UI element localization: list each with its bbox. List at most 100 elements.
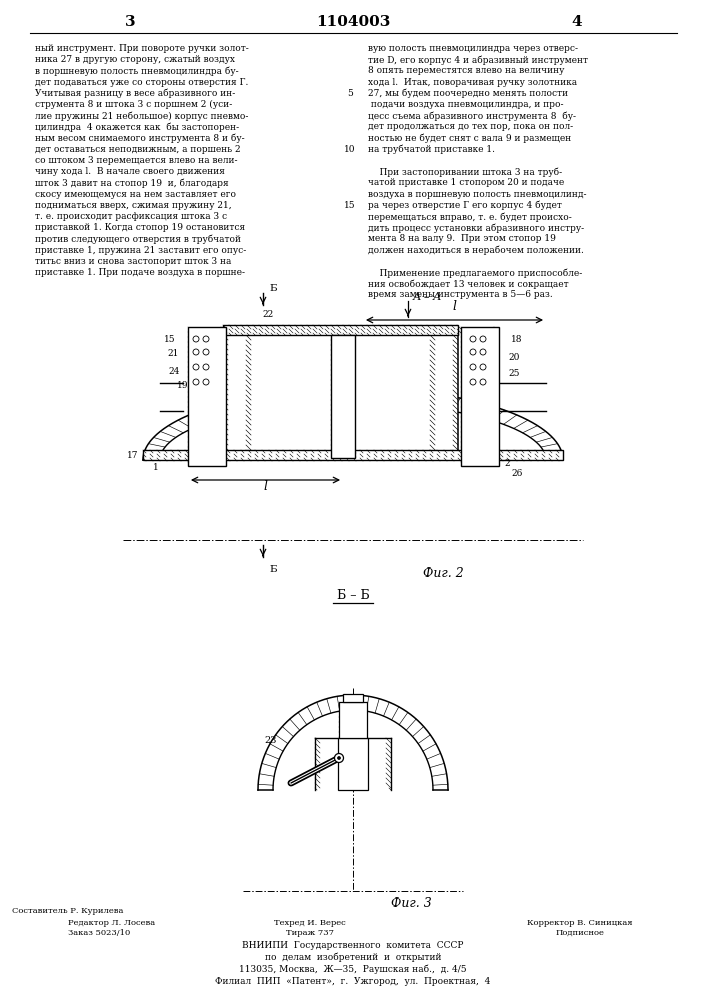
Circle shape bbox=[193, 336, 199, 342]
Bar bbox=[343, 694, 363, 702]
Text: приставке 1, пружина 21 заставит его опус-: приставке 1, пружина 21 заставит его опу… bbox=[35, 246, 246, 255]
Bar bbox=[331, 335, 355, 458]
Text: ния освобождает 13 человек и сокращает: ния освобождает 13 человек и сокращает bbox=[368, 279, 568, 289]
Text: приставке 1. При подаче воздуха в поршне-: приставке 1. При подаче воздуха в поршне… bbox=[35, 268, 245, 277]
Text: ностью не будет снят с вала 9 и размещен: ностью не будет снят с вала 9 и размещен bbox=[368, 134, 571, 143]
Text: 8 опять переместятся влево на величину: 8 опять переместятся влево на величину bbox=[368, 66, 564, 75]
Text: 5: 5 bbox=[347, 89, 353, 98]
Bar bbox=[143, 450, 563, 460]
Text: Заказ 5023/10: Заказ 5023/10 bbox=[68, 929, 130, 937]
Text: подниматься вверх, сжимая пружину 21,: подниматься вверх, сжимая пружину 21, bbox=[35, 201, 232, 210]
Text: 15: 15 bbox=[344, 201, 356, 210]
Text: ным весом снимаемого инструмента 8 и бу-: ным весом снимаемого инструмента 8 и бу- bbox=[35, 134, 245, 143]
Text: Тираж 737: Тираж 737 bbox=[286, 929, 334, 937]
Text: вую полость пневмоцилиндра через отверс-: вую полость пневмоцилиндра через отверс- bbox=[368, 44, 578, 53]
Text: 113035, Москва,  Ж—35,  Раушская наб.,  д. 4/5: 113035, Москва, Ж—35, Раушская наб., д. … bbox=[239, 964, 467, 974]
Circle shape bbox=[480, 379, 486, 385]
Bar bbox=[223, 335, 458, 458]
Circle shape bbox=[480, 349, 486, 355]
Circle shape bbox=[203, 379, 209, 385]
Text: Учитывая разницу в весе абразивного ин-: Учитывая разницу в весе абразивного ин- bbox=[35, 89, 235, 98]
Text: ВНИИПИ  Государственного  комитета  СССР: ВНИИПИ Государственного комитета СССР bbox=[243, 941, 464, 950]
Circle shape bbox=[203, 349, 209, 355]
Text: дить процесс установки абразивного инстру-: дить процесс установки абразивного инстр… bbox=[368, 223, 584, 233]
Text: 15: 15 bbox=[164, 334, 176, 344]
Bar bbox=[339, 702, 367, 738]
Text: Фиг. 3: Фиг. 3 bbox=[391, 897, 431, 910]
Text: время замены инструмента в 5—6 раз.: время замены инструмента в 5—6 раз. bbox=[368, 290, 553, 299]
Text: скосу имеющемуся на нем заставляет его: скосу имеющемуся на нем заставляет его bbox=[35, 190, 236, 199]
Text: Применение предлагаемого приспособле-: Применение предлагаемого приспособле- bbox=[368, 268, 583, 277]
Circle shape bbox=[470, 379, 476, 385]
Text: хода l.  Итак, поворачивая ручку золотника: хода l. Итак, поворачивая ручку золотник… bbox=[368, 78, 577, 87]
Text: Подписное: Подписное bbox=[556, 929, 604, 937]
Text: дет продолжаться до тех пор, пока он пол-: дет продолжаться до тех пор, пока он пол… bbox=[368, 122, 573, 131]
Text: ный инструмент. При повороте ручки золот-: ный инструмент. При повороте ручки золот… bbox=[35, 44, 249, 53]
Text: титьс вниз и снова застопорит шток 3 на: титьс вниз и снова застопорит шток 3 на bbox=[35, 257, 231, 266]
Text: дет подаваться уже со стороны отверстия Г.: дет подаваться уже со стороны отверстия … bbox=[35, 78, 248, 87]
Text: 2: 2 bbox=[504, 458, 510, 468]
Circle shape bbox=[334, 754, 344, 762]
Text: воздуха в поршневую полость пневмоцилинд-: воздуха в поршневую полость пневмоцилинд… bbox=[368, 190, 587, 199]
Text: по  делам  изобретений  и  открытий: по делам изобретений и открытий bbox=[264, 952, 441, 962]
Text: При застопоривании штока 3 на труб-: При застопоривании штока 3 на труб- bbox=[368, 167, 562, 177]
Text: А – А: А – А bbox=[413, 292, 443, 302]
Circle shape bbox=[203, 364, 209, 370]
Circle shape bbox=[470, 349, 476, 355]
Text: ра через отверстие Г его корпус 4 будет: ра через отверстие Г его корпус 4 будет bbox=[368, 201, 562, 210]
Bar bbox=[461, 327, 499, 466]
Text: 27, мы будем поочередно менять полости: 27, мы будем поочередно менять полости bbox=[368, 89, 568, 98]
Text: приставкой 1. Когда стопор 19 остановится: приставкой 1. Когда стопор 19 остановитс… bbox=[35, 223, 245, 232]
Circle shape bbox=[193, 379, 199, 385]
Text: должен находиться в нерабочем положении.: должен находиться в нерабочем положении. bbox=[368, 246, 584, 255]
Circle shape bbox=[470, 336, 476, 342]
Text: цилиндра  4 окажется как  бы застопорен-: цилиндра 4 окажется как бы застопорен- bbox=[35, 122, 239, 132]
Text: 10: 10 bbox=[344, 145, 356, 154]
Text: Б – Б: Б – Б bbox=[337, 589, 369, 602]
Text: 4: 4 bbox=[572, 15, 583, 29]
Text: 22: 22 bbox=[262, 310, 274, 319]
Text: тие D, его корпус 4 и абразивный инструмент: тие D, его корпус 4 и абразивный инструм… bbox=[368, 55, 588, 65]
Circle shape bbox=[337, 756, 341, 760]
Text: l: l bbox=[452, 300, 457, 313]
Text: 25: 25 bbox=[508, 368, 520, 377]
Text: т. е. происходит расфиксация штока 3 с: т. е. происходит расфиксация штока 3 с bbox=[35, 212, 227, 221]
Text: 19: 19 bbox=[177, 380, 189, 389]
Text: Б: Б bbox=[269, 565, 276, 574]
Text: Редактор Л. Лосева: Редактор Л. Лосева bbox=[68, 919, 155, 927]
Text: со штоком 3 перемещается влево на вели-: со штоком 3 перемещается влево на вели- bbox=[35, 156, 238, 165]
Text: 1104003: 1104003 bbox=[316, 15, 390, 29]
Text: чатой приставке 1 стопором 20 и подаче: чатой приставке 1 стопором 20 и подаче bbox=[368, 178, 564, 187]
Text: против следующего отверстия в трубчатой: против следующего отверстия в трубчатой bbox=[35, 234, 241, 244]
Text: Корректор В. Синицкая: Корректор В. Синицкая bbox=[527, 919, 633, 927]
Circle shape bbox=[203, 336, 209, 342]
Text: мента 8 на валу 9.  При этом стопор 19: мента 8 на валу 9. При этом стопор 19 bbox=[368, 234, 556, 243]
Text: подачи воздуха пневмоцилиндра, и про-: подачи воздуха пневмоцилиндра, и про- bbox=[368, 100, 563, 109]
Text: перемещаться вправо, т. е. будет происхо-: перемещаться вправо, т. е. будет происхо… bbox=[368, 212, 572, 222]
Text: чину хода l.  В начале своего движения: чину хода l. В начале своего движения bbox=[35, 167, 225, 176]
Text: Фиг. 2: Фиг. 2 bbox=[423, 567, 463, 580]
Text: 26: 26 bbox=[511, 468, 522, 478]
Circle shape bbox=[193, 364, 199, 370]
Text: лие пружины 21 небольшое) корпус пневмо-: лие пружины 21 небольшое) корпус пневмо- bbox=[35, 111, 248, 121]
Text: 21: 21 bbox=[168, 350, 179, 359]
Bar bbox=[223, 325, 458, 335]
Text: на трубчатой приставке 1.: на трубчатой приставке 1. bbox=[368, 145, 495, 154]
Text: струмента 8 и штока 3 с поршнем 2 (уси-: струмента 8 и штока 3 с поршнем 2 (уси- bbox=[35, 100, 233, 109]
Text: Техред И. Верес: Техред И. Верес bbox=[274, 919, 346, 927]
Circle shape bbox=[480, 364, 486, 370]
Bar bbox=[338, 738, 368, 790]
Circle shape bbox=[480, 336, 486, 342]
Text: в поршневую полость пневмоцилиндра бу-: в поршневую полость пневмоцилиндра бу- bbox=[35, 66, 239, 76]
Text: шток 3 давит на стопор 19  и, благодаря: шток 3 давит на стопор 19 и, благодаря bbox=[35, 178, 228, 188]
Circle shape bbox=[470, 364, 476, 370]
Text: Филиал  ПИП  «Патент»,  г.  Ужгород,  ул.  Проектная,  4: Филиал ПИП «Патент», г. Ужгород, ул. Про… bbox=[216, 977, 491, 986]
Text: ника 27 в другую сторону, сжатый воздух: ника 27 в другую сторону, сжатый воздух bbox=[35, 55, 235, 64]
Text: 23: 23 bbox=[264, 736, 277, 745]
Text: 18: 18 bbox=[511, 334, 522, 344]
Text: цесс съема абразивного инструмента 8  бу-: цесс съема абразивного инструмента 8 бу- bbox=[368, 111, 576, 121]
Text: 1: 1 bbox=[153, 464, 159, 473]
Text: 17: 17 bbox=[127, 450, 139, 460]
Text: Составитель Р. Курилева: Составитель Р. Курилева bbox=[12, 907, 124, 915]
Text: l: l bbox=[264, 480, 267, 493]
